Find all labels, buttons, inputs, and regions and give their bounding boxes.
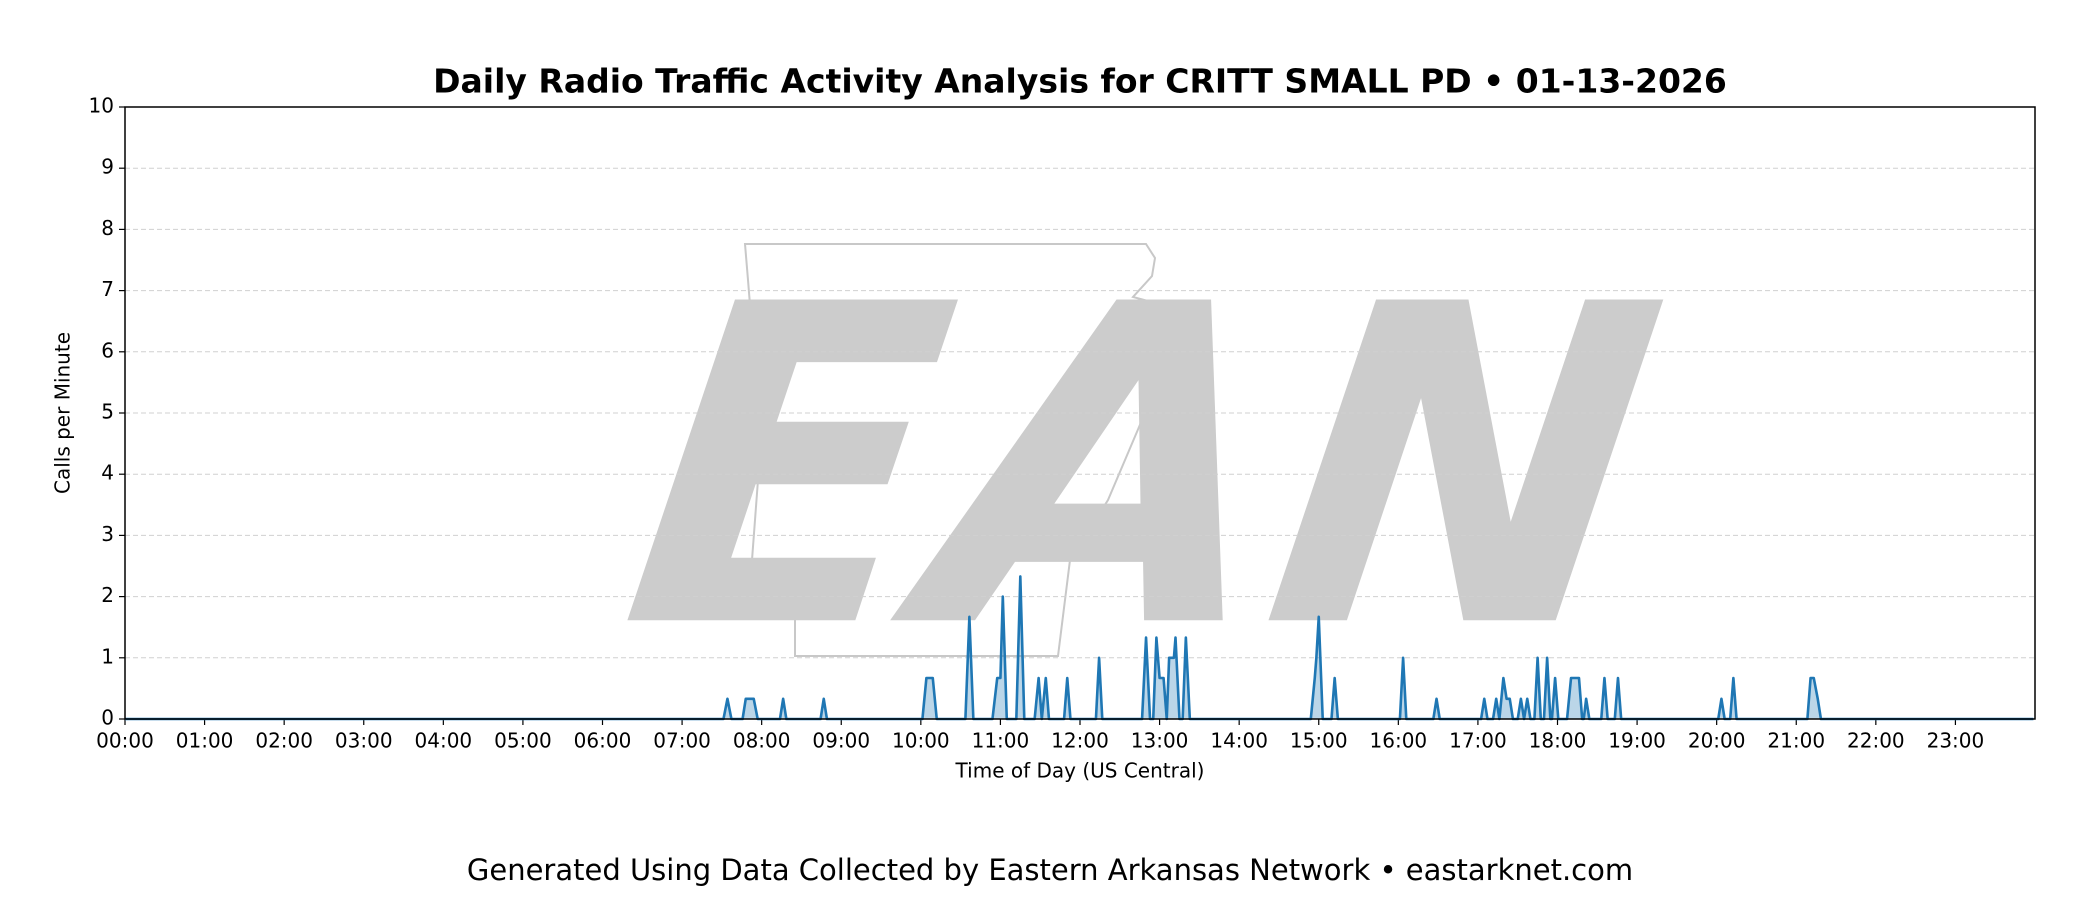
x-tick-label: 07:00 [653,729,711,753]
x-tick-label: 13:00 [1131,729,1189,753]
x-tick-label: 14:00 [1210,729,1268,753]
y-tick-label: 4 [101,461,114,485]
plot-frame [124,106,2036,720]
x-tick-label: 01:00 [176,729,234,753]
x-tick-label: 18:00 [1529,729,1587,753]
y-tick-label: 5 [101,400,114,424]
y-tick-label: 3 [101,522,114,546]
x-tick-label: 04:00 [415,729,473,753]
y-tick-label: 8 [101,216,114,240]
x-axis-label: Time of Day (US Central) [955,759,1205,783]
chart-title: Daily Radio Traffic Activity Analysis fo… [433,62,1727,101]
y-tick-label: 9 [101,155,114,179]
x-tick-label: 03:00 [335,729,393,753]
x-tick-label: 06:00 [574,729,632,753]
y-tick-label: 1 [101,644,114,668]
x-tick-label: 16:00 [1370,729,1428,753]
x-tick-label: 20:00 [1688,729,1746,753]
x-tick-label: 22:00 [1847,729,1905,753]
y-tick-label: 7 [101,277,114,301]
x-tick-label: 09:00 [812,729,870,753]
x-tick-label: 08:00 [733,729,791,753]
y-tick-label: 6 [101,338,114,362]
x-tick-label: 19:00 [1608,729,1666,753]
x-tick-label: 00:00 [96,729,154,753]
x-tick-label: 23:00 [1927,729,1985,753]
x-tick-label: 05:00 [494,729,552,753]
x-tick-label: 02:00 [255,729,313,753]
x-tick-label: 21:00 [1767,729,1825,753]
y-tick-label: 10 [89,94,114,118]
y-tick-label: 0 [101,706,114,730]
x-tick-label: 10:00 [892,729,950,753]
x-tick-label: 12:00 [1051,729,1109,753]
state-outline [743,243,1184,657]
watermark: EAN [603,213,1684,724]
watermark-group: EAN [603,213,1684,724]
y-axis-label: Calls per Minute [51,332,75,494]
x-tick-label: 11:00 [972,729,1030,753]
x-tick-label: 15:00 [1290,729,1348,753]
y-tick-label: 2 [101,583,114,607]
x-tick-label: 17:00 [1449,729,1507,753]
footer: Generated Using Data Collected by Easter… [467,853,1633,887]
